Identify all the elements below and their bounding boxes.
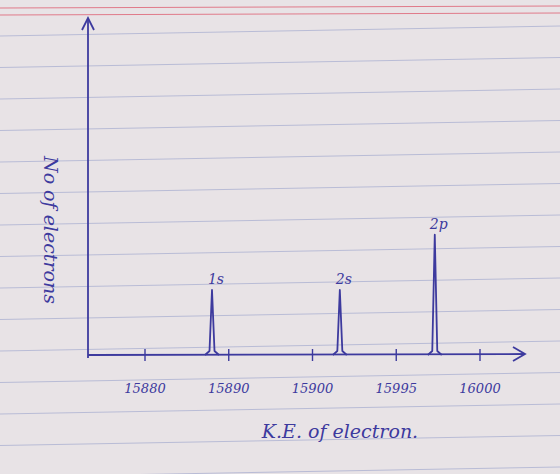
margin-line xyxy=(0,13,560,15)
x-tick-label: 15880 xyxy=(124,381,165,396)
y-arrow xyxy=(82,18,94,30)
ruled-line xyxy=(0,152,560,162)
x-axis-title: K.E. of electron. xyxy=(261,420,418,442)
chart-root: 15880 15890 15900 15995 16000 1s 2s 2p K.E. of e… xyxy=(0,0,560,474)
peaks xyxy=(205,235,442,355)
peak-label: 2p xyxy=(429,216,448,232)
x-tick-label: 15890 xyxy=(208,381,249,396)
x-tick-label: 15995 xyxy=(376,381,417,396)
paper xyxy=(0,0,560,474)
x-tick xyxy=(312,349,313,361)
x-arrow xyxy=(513,347,525,361)
ruled-line xyxy=(0,58,560,68)
ruled-line xyxy=(0,184,560,194)
x-tick-label: 15900 xyxy=(292,381,333,396)
peak xyxy=(333,290,347,355)
peak-label: 1s xyxy=(208,271,224,287)
x-tick xyxy=(228,349,229,361)
peak xyxy=(205,290,219,355)
y-axis xyxy=(87,18,89,358)
chart-svg: 15880 15890 15900 15995 16000 1s 2s 2p K.E. of e… xyxy=(0,0,560,474)
ruled-line xyxy=(0,89,560,99)
peak-label: 2s xyxy=(335,271,352,287)
x-tick xyxy=(144,349,145,361)
ruled-line xyxy=(0,404,560,414)
margin-line xyxy=(0,6,560,8)
ruled-line xyxy=(0,215,560,225)
x-axis xyxy=(88,354,525,355)
ruled-line xyxy=(0,121,560,131)
ruled-line xyxy=(0,247,560,257)
peak xyxy=(428,235,442,355)
ruled-line xyxy=(0,310,560,320)
x-tick-label: 16000 xyxy=(459,381,500,396)
x-tick xyxy=(396,349,397,361)
ruled-line xyxy=(0,341,560,351)
ruled-line xyxy=(0,467,560,474)
ruled-line xyxy=(0,278,560,288)
y-axis-title: No of electrons xyxy=(40,155,62,304)
x-tick xyxy=(479,349,480,361)
